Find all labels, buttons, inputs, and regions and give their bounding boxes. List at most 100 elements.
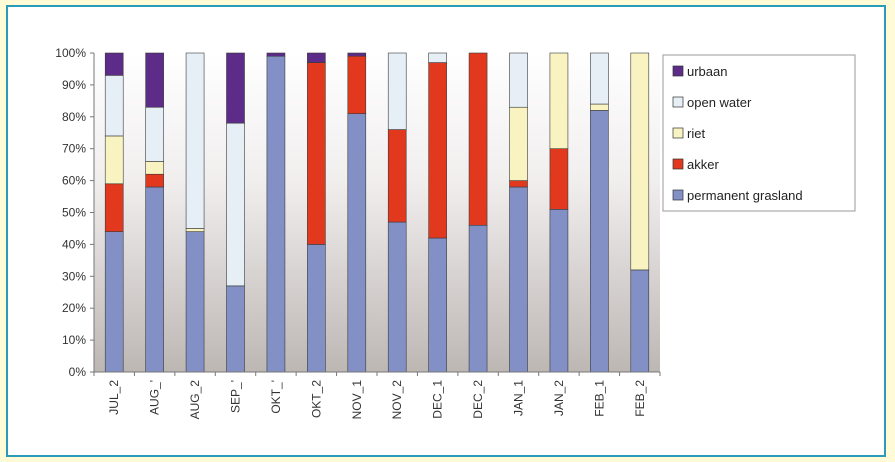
plot-area bbox=[94, 53, 660, 372]
bar-segment-open-water bbox=[226, 122, 245, 287]
x-tick-label: AUG_' bbox=[148, 380, 162, 415]
bar-segment-urbaan bbox=[347, 52, 367, 57]
y-tick-label: 20% bbox=[62, 301, 86, 315]
bar-segment-urbaan bbox=[307, 52, 326, 63]
bar-segment-open-water bbox=[104, 75, 124, 137]
bar-segment-permanent-grasland bbox=[307, 244, 326, 373]
bar-segment-akker bbox=[307, 62, 326, 245]
bar-stack bbox=[428, 52, 447, 373]
x-tick-label: DEC_1 bbox=[431, 380, 445, 419]
bar-stack bbox=[185, 52, 205, 373]
bar-segment-urbaan bbox=[266, 52, 286, 57]
bar-segment-akker bbox=[104, 183, 124, 232]
bar-segment-permanent-grasland bbox=[185, 231, 205, 373]
bars bbox=[104, 52, 650, 373]
bar-segment-permanent-grasland bbox=[630, 269, 650, 373]
x-tick-label: OKT_2 bbox=[309, 380, 323, 418]
legend-item: permanent grasland bbox=[672, 188, 803, 203]
bar-segment-permanent-grasland bbox=[387, 221, 407, 373]
x-tick-label: JAN_2 bbox=[552, 380, 566, 416]
bar-segment-urbaan bbox=[145, 52, 164, 108]
legend-box bbox=[662, 54, 856, 212]
bar-segment-permanent-grasland bbox=[145, 186, 164, 373]
legend-swatch bbox=[672, 189, 684, 201]
x-tick-label: SEP_' bbox=[229, 380, 243, 413]
y-tick-label: 80% bbox=[62, 110, 86, 124]
bar-segment-akker bbox=[428, 62, 447, 239]
legend: urbaan open water riet akker permanent grasl… bbox=[662, 54, 856, 212]
bar-segment-riet bbox=[509, 106, 528, 181]
y-tick-label: 100% bbox=[55, 46, 86, 60]
bar-stack bbox=[104, 52, 124, 373]
legend-item: akker bbox=[672, 157, 719, 172]
bar-stack bbox=[266, 52, 286, 373]
bar-stack bbox=[549, 52, 569, 373]
y-tick-label: 50% bbox=[62, 206, 86, 220]
y-tick-label: 0% bbox=[69, 365, 87, 379]
bar-stack bbox=[468, 52, 488, 373]
bar-segment-open-water bbox=[185, 52, 205, 229]
y-tick-label: 10% bbox=[62, 333, 86, 347]
bar-segment-akker bbox=[145, 173, 164, 188]
bar-segment-open-water bbox=[428, 52, 447, 63]
bar-segment-akker bbox=[347, 55, 367, 114]
legend-item: open water bbox=[672, 95, 752, 110]
bar-segment-permanent-grasland bbox=[590, 110, 609, 373]
y-tick-label: 40% bbox=[62, 237, 86, 251]
y-tick-label: 60% bbox=[62, 174, 86, 188]
chart-frame: 0% 10% 20% 30% 40% 50% 60% 70% 80% 90% 100% JUL_2 A… bbox=[6, 5, 886, 457]
x-tick-label: FEB_1 bbox=[592, 380, 606, 417]
x-tick-label: NOV_2 bbox=[390, 380, 404, 420]
bar-stack bbox=[145, 52, 164, 373]
bar-segment-open-water bbox=[509, 52, 528, 108]
legend-swatch bbox=[672, 65, 684, 77]
legend-item: riet bbox=[672, 126, 705, 141]
y-tick-label: 70% bbox=[62, 142, 86, 156]
bar-stack bbox=[630, 52, 650, 373]
y-tick-label: 30% bbox=[62, 269, 86, 283]
bar-segment-permanent-grasland bbox=[509, 186, 528, 373]
bar-stack bbox=[590, 52, 609, 373]
bar-segment-permanent-grasland bbox=[226, 285, 245, 373]
legend-swatch bbox=[672, 127, 684, 139]
bar-stack bbox=[387, 52, 407, 373]
legend-label: akker bbox=[687, 157, 719, 172]
bar-segment-permanent-grasland bbox=[104, 231, 124, 373]
bar-segment-riet bbox=[630, 52, 650, 271]
bar-segment-permanent-grasland bbox=[428, 237, 447, 373]
legend-label: riet bbox=[687, 126, 705, 141]
bar-segment-open-water bbox=[145, 106, 164, 162]
x-tick-label: JUL_2 bbox=[107, 380, 121, 415]
bar-segment-riet bbox=[549, 52, 569, 149]
bar-segment-riet bbox=[185, 228, 205, 232]
bar-stack bbox=[509, 52, 528, 373]
bar-segment-riet bbox=[104, 135, 124, 185]
bar-segment-urbaan bbox=[226, 52, 245, 124]
legend-label: permanent grasland bbox=[687, 188, 803, 203]
x-tick-label: FEB_2 bbox=[633, 380, 647, 417]
x-tick-label: NOV_1 bbox=[350, 380, 364, 420]
x-tick-label: AUG_2 bbox=[188, 380, 202, 420]
bar-stack bbox=[307, 52, 326, 373]
stacked-bar-chart: 0% 10% 20% 30% 40% 50% 60% 70% 80% 90% 100% JUL_2 A… bbox=[55, 46, 856, 420]
y-axis: 0% 10% 20% 30% 40% 50% 60% 70% 80% 90% 100% bbox=[55, 46, 95, 379]
x-tick-label: OKT_' bbox=[269, 380, 283, 414]
x-tick-label: JAN_1 bbox=[512, 380, 526, 416]
bar-stack bbox=[347, 52, 367, 373]
y-tick-label: 90% bbox=[62, 78, 86, 92]
bar-segment-akker bbox=[509, 180, 528, 188]
bar-stack bbox=[226, 52, 245, 373]
legend-label: open water bbox=[687, 95, 752, 110]
legend-swatch bbox=[672, 96, 684, 108]
bar-segment-akker bbox=[549, 148, 569, 210]
bar-segment-akker bbox=[387, 129, 407, 223]
bar-segment-permanent-grasland bbox=[468, 224, 488, 373]
bar-segment-open-water bbox=[590, 52, 609, 105]
legend-item: urbaan bbox=[672, 64, 727, 79]
bar-segment-open-water bbox=[387, 52, 407, 130]
legend-label: urbaan bbox=[687, 64, 727, 79]
x-axis: JUL_2 AUG_' AUG_2 SEP_' OKT_' OKT_2 NOV_1 NOV_2… bbox=[93, 371, 661, 420]
bar-segment-akker bbox=[468, 52, 488, 226]
bar-segment-permanent-grasland bbox=[266, 55, 286, 373]
bar-segment-permanent-grasland bbox=[347, 113, 367, 373]
